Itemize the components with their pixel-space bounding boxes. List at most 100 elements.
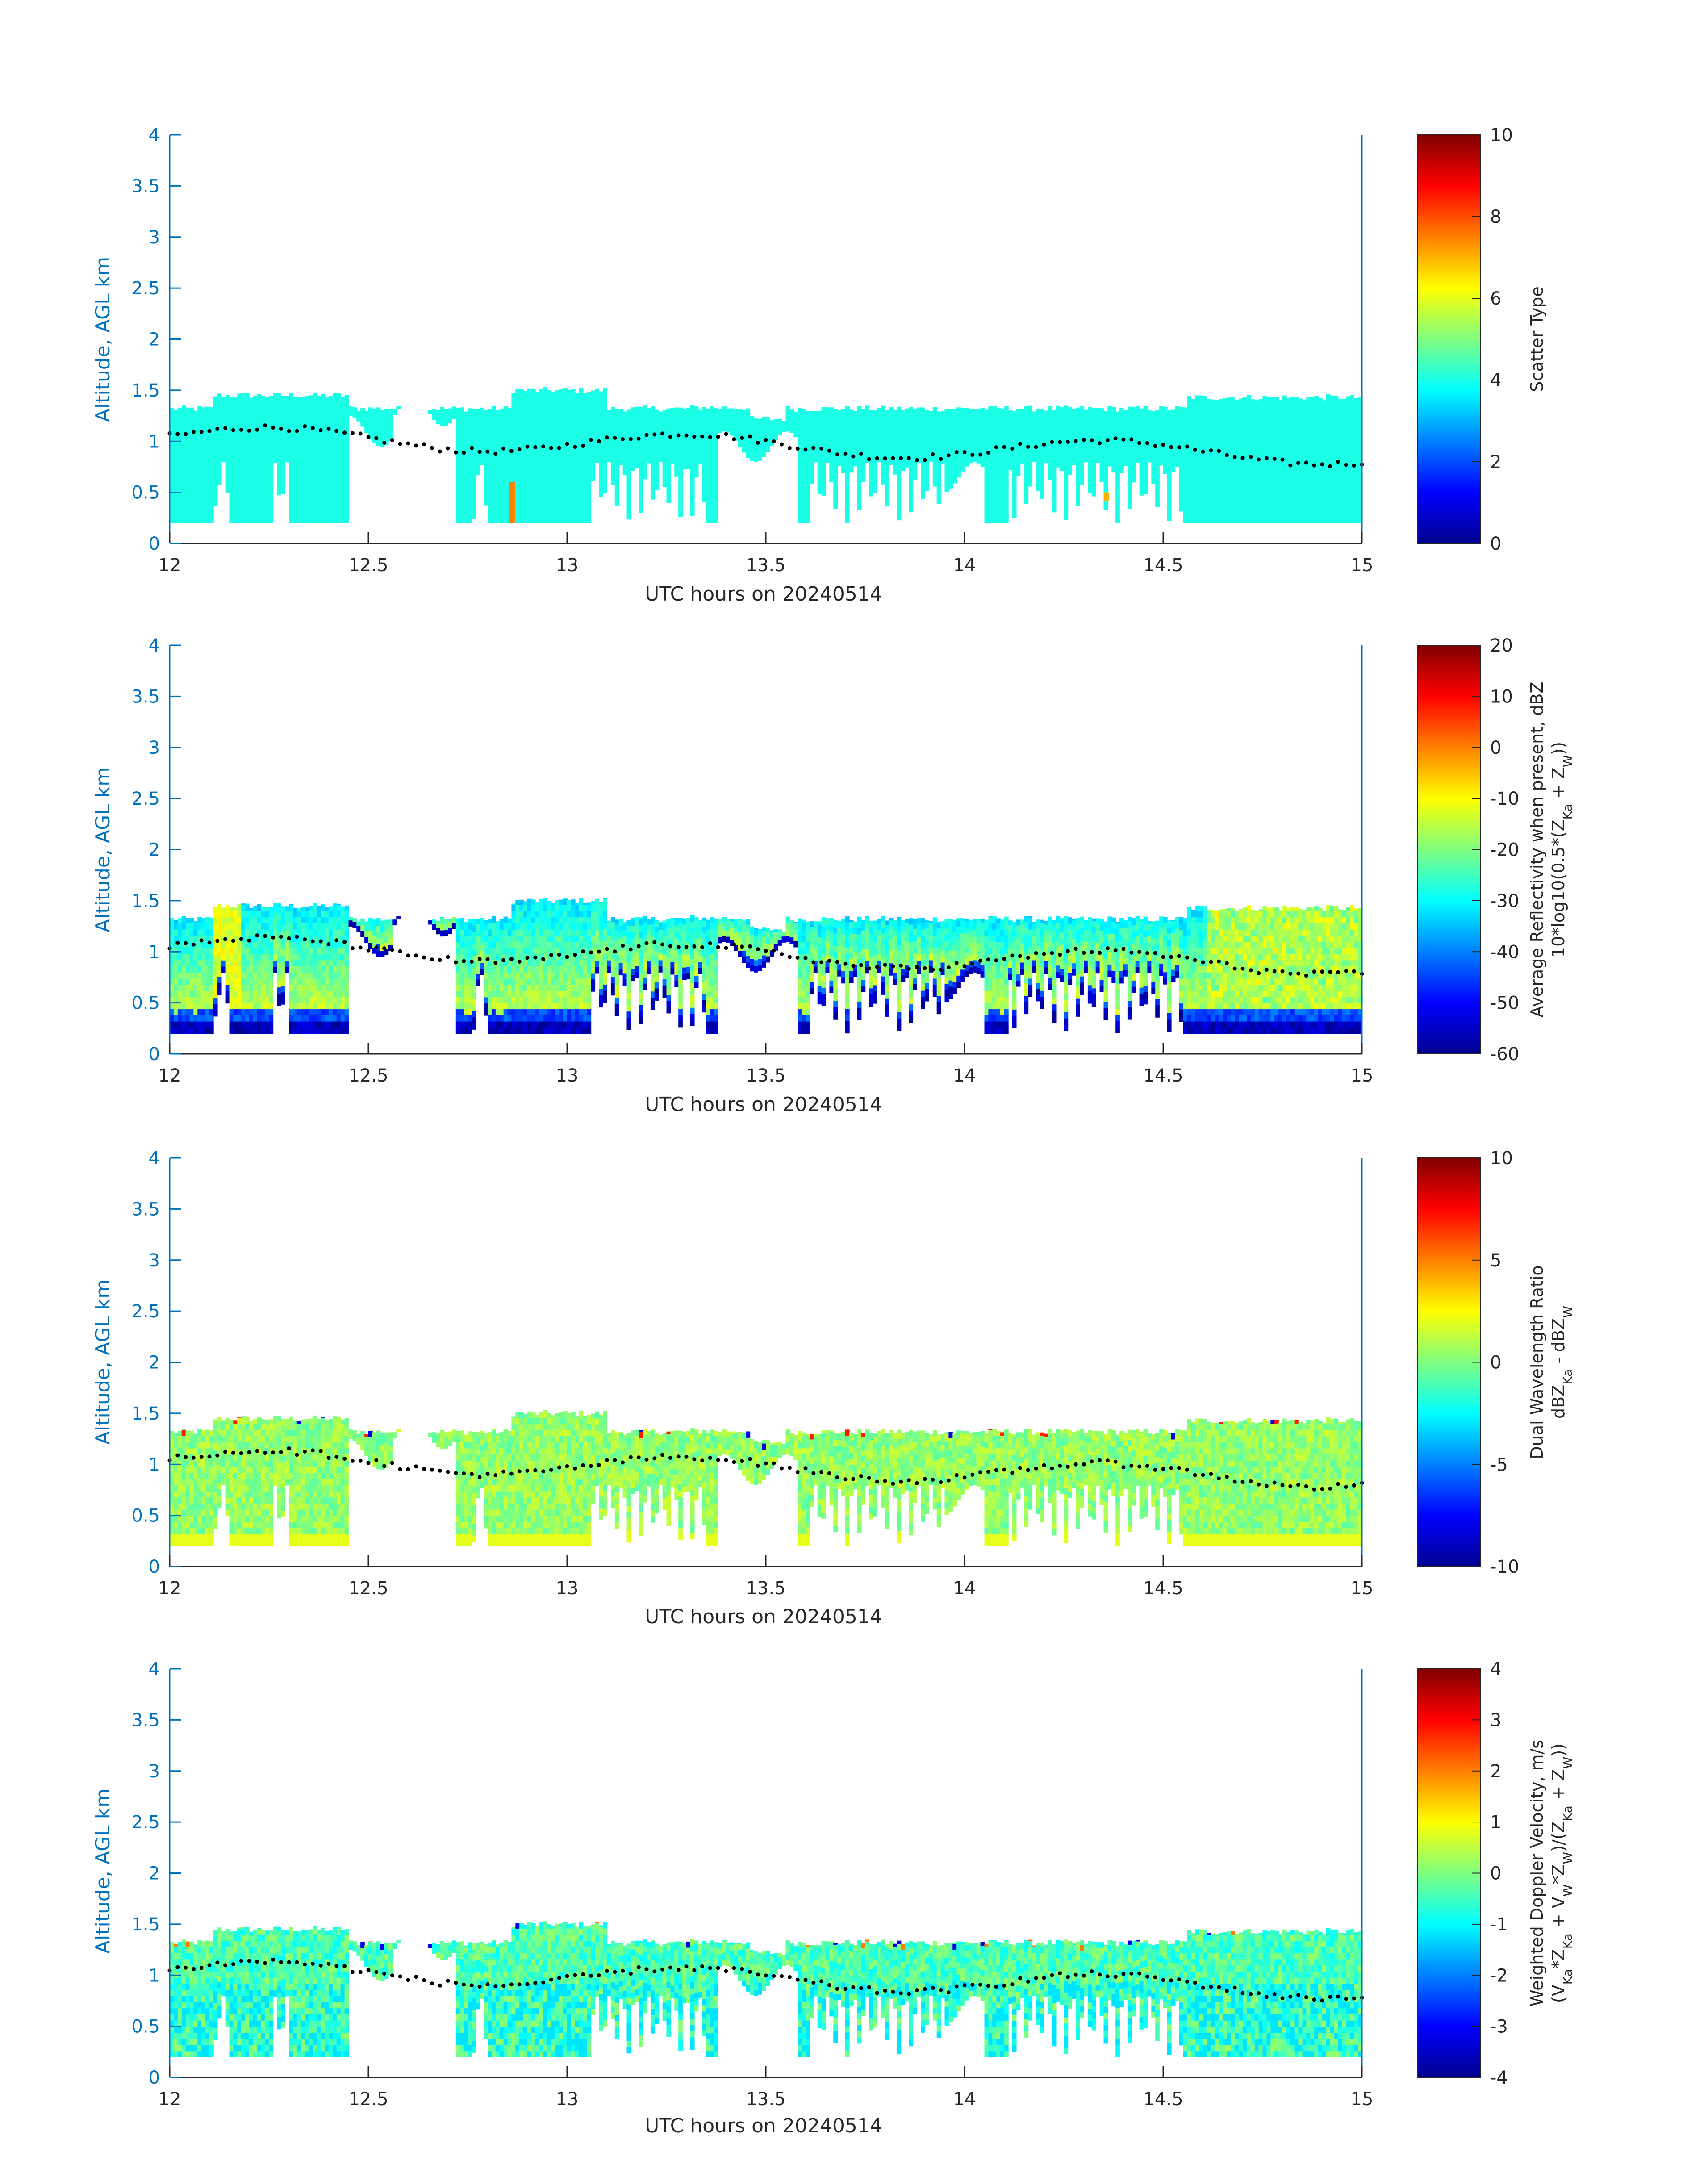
heatmap-cell	[173, 480, 178, 487]
heatmap-cell	[1227, 455, 1232, 462]
heatmap-cell	[1322, 492, 1327, 499]
heatmap-cell	[1004, 492, 1009, 499]
heatmap-cell	[384, 432, 389, 439]
heatmap-cell	[181, 966, 186, 973]
heatmap-cell	[960, 465, 965, 472]
heatmap-cell	[229, 397, 234, 401]
heatmap-cell	[1183, 425, 1188, 432]
heatmap-cell	[197, 455, 202, 462]
heatmap-cell	[1127, 406, 1132, 411]
heatmap-cell	[181, 486, 186, 493]
heatmap-cell	[265, 397, 270, 401]
heatmap-cell	[1032, 413, 1036, 419]
heatmap-cell	[173, 1015, 178, 1022]
heatmap-cell	[559, 455, 564, 462]
heatmap-cell	[1306, 498, 1311, 505]
heatmap-cell	[905, 408, 910, 413]
colorbar-tick-label: 0	[1490, 534, 1501, 554]
heatmap-cell	[1211, 418, 1215, 426]
heatmap-cell	[1231, 480, 1235, 487]
heatmap-cell	[984, 437, 989, 444]
heatmap-cell	[225, 948, 230, 955]
heatmap-cell	[901, 464, 906, 472]
heatmap-cell	[1350, 437, 1354, 444]
heatmap-cell	[170, 510, 174, 518]
heatmap-cell	[901, 415, 906, 422]
heatmap-cell	[1306, 400, 1311, 407]
heatmap-cell	[1318, 437, 1323, 444]
heatmap-cell	[1254, 474, 1259, 481]
heatmap-cell	[181, 449, 186, 456]
heatmap-cell	[1342, 443, 1347, 450]
heatmap-cell	[1155, 421, 1160, 428]
heatmap-cell	[1294, 462, 1299, 468]
heatmap-cell	[253, 492, 258, 499]
heatmap-cell	[1334, 449, 1339, 456]
heatmap-cell	[762, 426, 766, 433]
heatmap-cell	[960, 422, 965, 429]
heatmap-cell	[706, 468, 711, 475]
heatmap-cell	[845, 424, 850, 431]
heatmap-cell	[193, 1021, 198, 1028]
heatmap-cell	[777, 419, 782, 423]
heatmap-cell	[1235, 510, 1239, 518]
heatmap-cell	[1044, 432, 1048, 439]
cloud-top-point	[1264, 456, 1269, 460]
heatmap-cell	[714, 462, 718, 468]
heatmap-cell	[277, 403, 281, 410]
heatmap-cell	[595, 407, 599, 414]
heatmap-cell	[181, 978, 186, 985]
heatmap-cell	[209, 486, 214, 493]
heatmap-cell	[455, 462, 460, 468]
heatmap-cell	[1151, 447, 1156, 453]
heatmap-cell	[289, 425, 293, 432]
heatmap-cell	[273, 443, 278, 451]
heatmap-cell	[702, 446, 707, 453]
heatmap-cell	[197, 413, 202, 419]
heatmap-cell	[1338, 462, 1343, 468]
heatmap-cell	[495, 443, 500, 450]
heatmap-cell	[488, 455, 492, 462]
heatmap-cell	[193, 996, 198, 1003]
heatmap-cell	[273, 393, 278, 395]
heatmap-cell	[217, 466, 222, 472]
heatmap-cell	[1235, 498, 1239, 505]
heatmap-cell	[1215, 437, 1219, 444]
heatmap-cell	[1322, 474, 1327, 481]
heatmap-cell	[495, 486, 500, 493]
heatmap-cell	[285, 456, 289, 463]
heatmap-cell	[730, 423, 735, 430]
heatmap-cell	[237, 449, 242, 456]
heatmap-cell	[1191, 425, 1195, 432]
heatmap-cell	[185, 505, 190, 511]
heatmap-cell	[932, 474, 937, 481]
heatmap-cell	[889, 440, 894, 447]
heatmap-cell	[1203, 474, 1207, 481]
heatmap-cell	[185, 984, 190, 991]
heatmap-cell	[1302, 486, 1307, 493]
heatmap-cell	[193, 1015, 198, 1022]
heatmap-cell	[857, 411, 862, 418]
heatmap-cell	[313, 455, 317, 462]
heatmap-cell	[798, 449, 802, 456]
heatmap-cell	[185, 498, 190, 505]
heatmap-cell	[857, 503, 862, 510]
heatmap-cell	[567, 406, 572, 413]
heatmap-cell	[1306, 455, 1311, 462]
heatmap-cell	[1270, 474, 1275, 481]
heatmap-cell	[332, 437, 337, 444]
heatmap-cell	[1171, 465, 1176, 472]
heatmap-cell	[1004, 431, 1009, 438]
heatmap-cell	[539, 455, 544, 462]
heatmap-cell	[329, 443, 333, 450]
heatmap-cell	[1286, 413, 1291, 419]
heatmap-cell	[543, 431, 548, 438]
cloud-top-point	[756, 440, 760, 445]
heatmap-cell	[917, 407, 921, 408]
heatmap-cell	[523, 418, 528, 426]
heatmap-cell	[861, 451, 866, 458]
heatmap-cell	[1131, 439, 1136, 446]
heatmap-cell	[925, 410, 929, 412]
heatmap-cell	[185, 486, 190, 493]
